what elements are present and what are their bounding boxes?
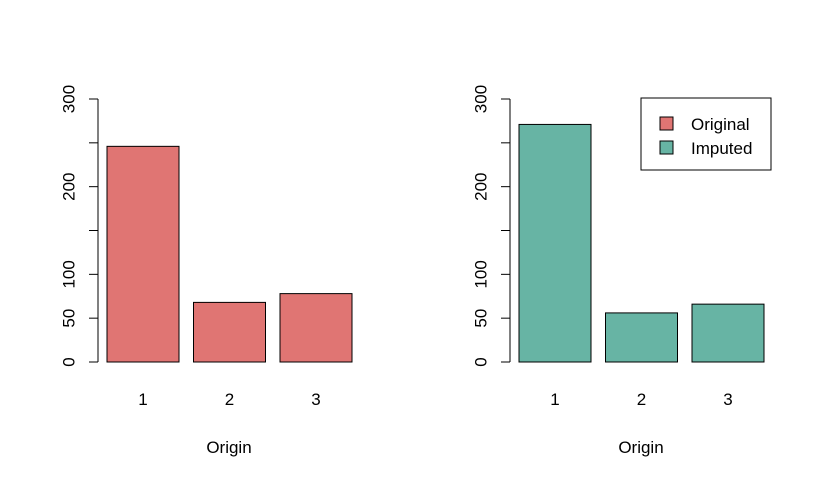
chart-panel-1: 0 50 100 200 300 1 2 3 Origin bbox=[60, 85, 353, 457]
x-axis-title: Origin bbox=[618, 438, 663, 457]
legend-swatch bbox=[659, 140, 674, 155]
legend: Original Imputed bbox=[640, 97, 772, 171]
y-tick-label: 100 bbox=[472, 260, 491, 288]
bar-2 bbox=[193, 301, 266, 363]
y-tick-label: 200 bbox=[60, 172, 79, 200]
legend-box bbox=[640, 97, 772, 171]
legend-label: Original bbox=[691, 115, 750, 134]
legend-label: Imputed bbox=[691, 139, 752, 158]
bar-3 bbox=[279, 293, 353, 363]
bar-2 bbox=[605, 312, 678, 363]
y-tick-label: 300 bbox=[472, 85, 491, 113]
x-category-label: 3 bbox=[723, 390, 732, 409]
y-tick-label: 200 bbox=[472, 172, 491, 200]
y-tick-label: 100 bbox=[60, 260, 79, 288]
x-category-label: 1 bbox=[550, 390, 559, 409]
legend-swatch bbox=[659, 116, 674, 131]
x-category-label: 1 bbox=[138, 390, 147, 409]
bar-1 bbox=[106, 145, 180, 363]
y-tick-label: 50 bbox=[472, 309, 491, 328]
x-category-label: 2 bbox=[637, 390, 646, 409]
x-category-label: 2 bbox=[225, 390, 234, 409]
x-category-label: 3 bbox=[311, 390, 320, 409]
x-axis-title: Origin bbox=[206, 438, 251, 457]
y-tick-label: 0 bbox=[60, 357, 79, 366]
y-tick-label: 0 bbox=[472, 357, 491, 366]
bar-1 bbox=[518, 123, 592, 363]
chart-panel-2: 0 50 100 200 300 1 2 3 Origin Original Imputed bbox=[472, 85, 772, 457]
bar-3 bbox=[691, 303, 765, 363]
y-tick-label: 50 bbox=[60, 309, 79, 328]
chart-panels: 0 50 100 200 300 1 2 3 Origin 0 50 100 200 300 1 2 3 Orig… bbox=[60, 85, 772, 457]
y-tick-label: 300 bbox=[60, 85, 79, 113]
